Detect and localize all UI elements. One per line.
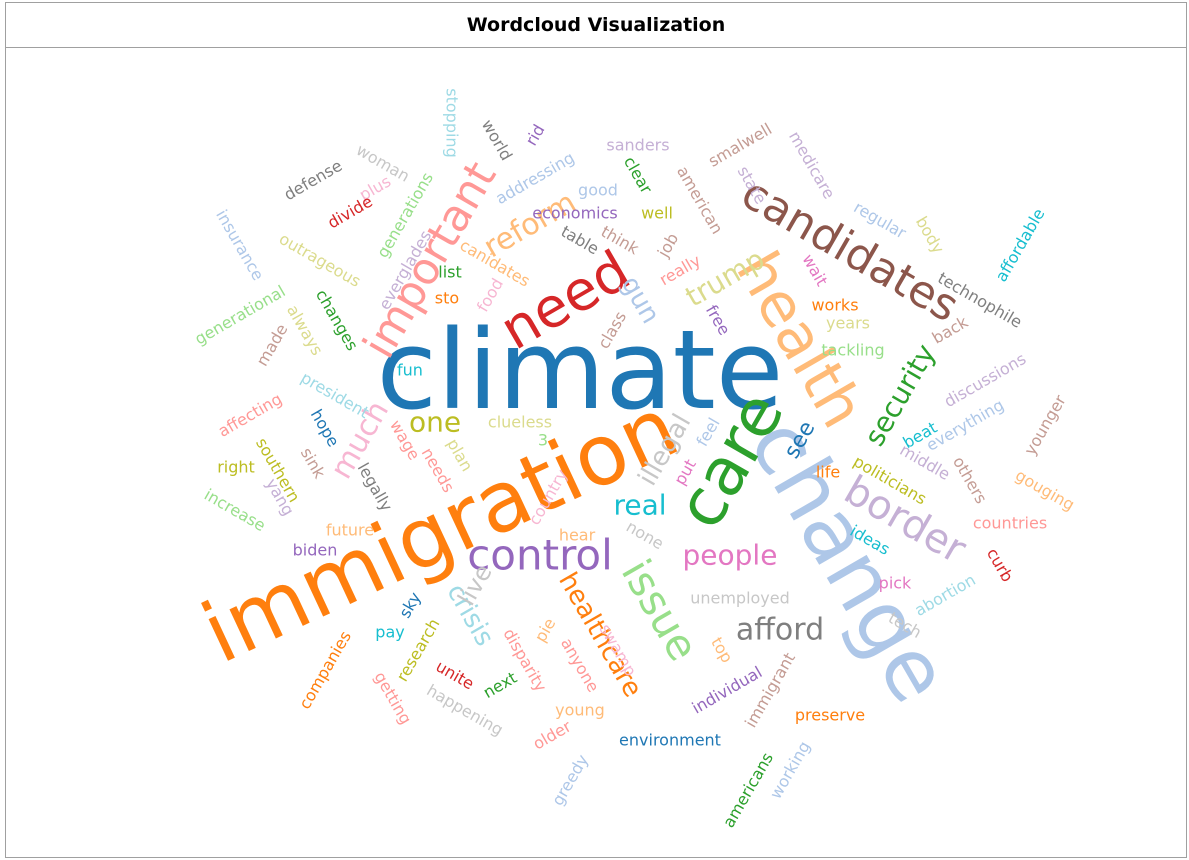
- word: none: [623, 517, 667, 553]
- word: sanders: [606, 136, 669, 155]
- word: years: [826, 314, 870, 333]
- word: stopping: [443, 88, 462, 157]
- word: everything: [923, 395, 1007, 455]
- word: working: [766, 738, 814, 802]
- word: pick: [879, 574, 912, 593]
- word: others: [949, 453, 991, 507]
- word: right: [217, 458, 255, 477]
- word: real: [613, 489, 666, 522]
- word: body: [912, 213, 948, 257]
- word: younger: [1020, 391, 1070, 458]
- word: greedy: [548, 751, 592, 809]
- panel: Wordcloud Visualization: [5, 2, 1187, 858]
- word: world: [478, 116, 516, 164]
- word: top: [707, 634, 737, 666]
- word: 3: [538, 431, 548, 450]
- word: smalwell: [705, 119, 775, 170]
- word: affordable: [991, 205, 1048, 285]
- word: good: [578, 181, 618, 200]
- word: immigrant: [741, 649, 799, 730]
- word: outrageous: [276, 229, 364, 291]
- word: next: [480, 668, 520, 702]
- word: job: [653, 230, 682, 261]
- word: defense: [281, 156, 346, 204]
- word: gouging: [1012, 466, 1078, 515]
- word: environment: [619, 731, 721, 750]
- word: made: [252, 321, 291, 370]
- word: pay: [375, 623, 404, 642]
- word: control: [467, 531, 613, 580]
- word: hear: [559, 526, 596, 545]
- word: clear: [620, 153, 656, 197]
- word: young: [555, 701, 605, 720]
- word: works: [811, 296, 858, 315]
- word: divide: [324, 192, 376, 233]
- word: afford: [736, 613, 824, 648]
- word: unemployed: [690, 589, 790, 608]
- word: life: [816, 463, 840, 482]
- word: climate: [377, 306, 784, 434]
- word: table: [558, 222, 603, 259]
- word: biden: [293, 541, 338, 560]
- word: insurance: [212, 206, 268, 283]
- word: sto: [435, 289, 459, 308]
- word: curb: [983, 545, 1017, 585]
- word: one: [409, 406, 461, 439]
- word: older: [530, 716, 575, 753]
- word: countries: [973, 514, 1047, 533]
- word: list: [438, 263, 462, 282]
- word: preserve: [795, 706, 865, 725]
- word: rid: [521, 121, 548, 149]
- word: pie: [531, 615, 560, 646]
- word: fun: [397, 361, 423, 380]
- word: sink: [297, 444, 330, 482]
- panel-title: Wordcloud Visualization: [6, 3, 1186, 48]
- word: american: [673, 163, 727, 237]
- word: increase: [201, 485, 269, 535]
- word: well: [641, 204, 673, 223]
- word: people: [683, 539, 778, 572]
- word: tackling: [821, 341, 884, 360]
- word: future: [326, 521, 374, 540]
- word: affecting: [215, 389, 286, 441]
- word: hope: [307, 406, 343, 450]
- word: clueless: [488, 413, 552, 432]
- word: economics: [532, 204, 618, 223]
